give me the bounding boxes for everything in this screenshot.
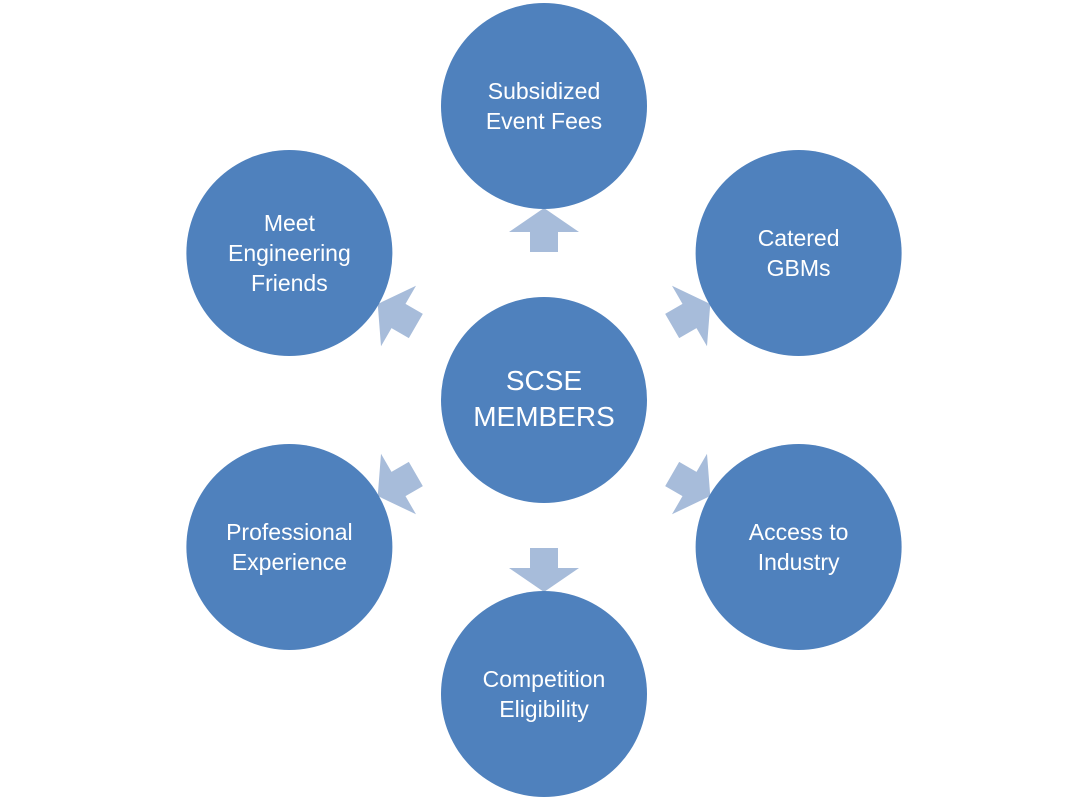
node-circle [441, 591, 647, 797]
node-meet-engineering-friends-label-line: Friends [251, 270, 328, 296]
arrow-shape [665, 285, 711, 347]
node-subsidized-event-fees-label-line: Event Fees [486, 108, 602, 134]
node-professional-experience-label-line: Professional [226, 519, 353, 545]
arrow-to-professional-experience [377, 453, 423, 515]
node-access-to-industry-label-line: Industry [758, 549, 840, 575]
arrow-shape [665, 453, 711, 515]
center-node: SCSE MEMBERS [441, 297, 647, 503]
node-professional-experience-label-line: Experience [232, 549, 347, 575]
node-professional-experience: Professional Experience [186, 444, 393, 650]
arrow-to-catered-gbms [665, 285, 711, 347]
node-access-to-industry-label-line: Access to [749, 519, 849, 545]
node-meet-engineering-friends: Meet Engineering Friends [186, 150, 393, 356]
arrow-shape [377, 285, 423, 347]
center-label-line: SCSE [506, 365, 582, 396]
node-catered-gbms-label-line: Catered [758, 225, 840, 251]
center-label-line: MEMBERS [473, 401, 615, 432]
node-circle [441, 3, 647, 209]
node-circle [695, 150, 902, 356]
node-meet-engineering-friends-label-line: Engineering [228, 240, 351, 266]
node-circle [186, 444, 393, 650]
node-subsidized-event-fees: Subsidized Event Fees [441, 3, 647, 209]
arrow-shape [509, 208, 579, 252]
node-competition-eligibility-label-line: Eligibility [499, 696, 589, 722]
arrow-to-subsidized-event-fees [509, 208, 579, 252]
arrow-to-access-to-industry [665, 453, 711, 515]
node-competition-eligibility-label-line: Competition [483, 666, 606, 692]
arrow-to-meet-engineering-friends [377, 285, 423, 347]
node-catered-gbms: Catered GBMs [695, 150, 902, 356]
node-competition-eligibility: Competition Eligibility [441, 591, 647, 797]
node-meet-engineering-friends-label-line: Meet [264, 210, 316, 236]
arrows [377, 208, 711, 592]
node-circle [695, 444, 902, 650]
node-access-to-industry: Access to Industry [695, 444, 902, 650]
node-catered-gbms-label-line: GBMs [767, 255, 831, 281]
arrow-to-competition-eligibility [509, 548, 579, 592]
node-subsidized-event-fees-label-line: Subsidized [488, 78, 601, 104]
node-circle [186, 150, 393, 356]
arrow-shape [377, 453, 423, 515]
arrow-shape [509, 548, 579, 592]
center-circle [441, 297, 647, 503]
